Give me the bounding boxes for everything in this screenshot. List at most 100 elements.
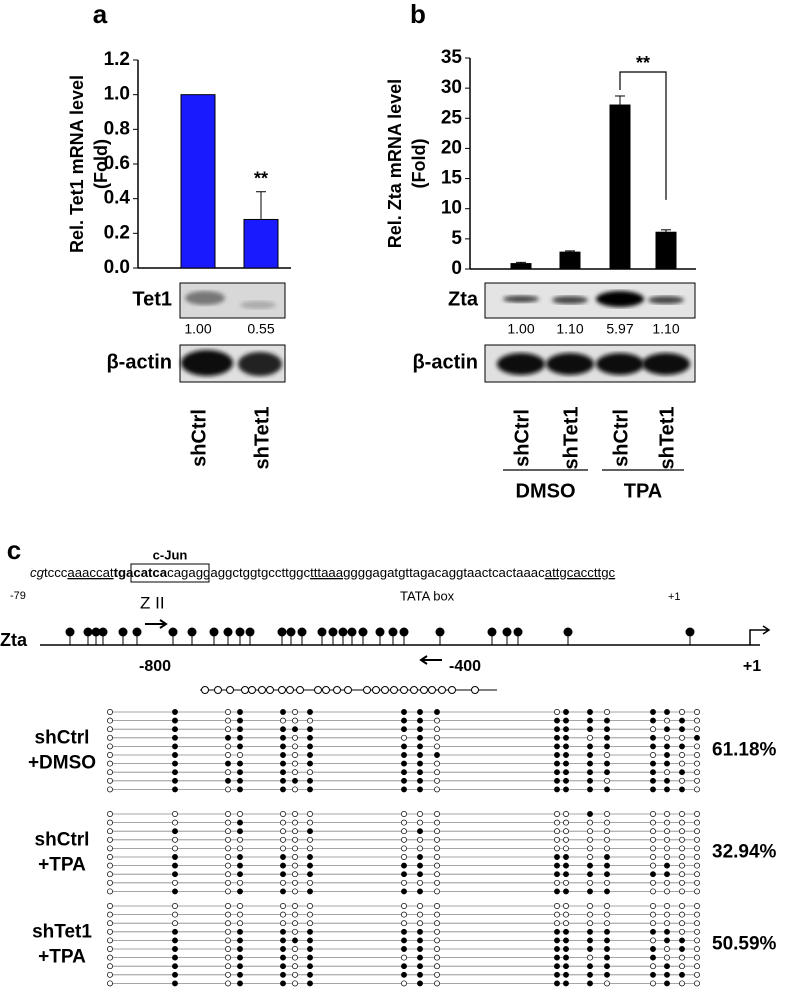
unmethylated-cpg bbox=[225, 769, 231, 776]
cpg-lollipop bbox=[563, 627, 573, 637]
methylated-cpg bbox=[563, 971, 569, 978]
methylated-cpg bbox=[650, 946, 656, 952]
methylated-cpg bbox=[587, 709, 593, 715]
unmethylated-cpg bbox=[587, 828, 593, 835]
methylated-cpg bbox=[554, 871, 560, 878]
cpg-lollipop bbox=[83, 627, 93, 637]
unmethylated-cpg bbox=[554, 709, 560, 715]
unmethylated-cpg bbox=[554, 845, 560, 852]
unmethylated-cpg bbox=[679, 888, 685, 895]
unmethylated-cpg bbox=[107, 811, 113, 817]
methylated-cpg bbox=[563, 752, 569, 758]
unmethylated-cpg bbox=[664, 888, 670, 895]
unmethylated-cpg bbox=[694, 963, 700, 970]
unmethylated-cpg bbox=[107, 963, 113, 970]
methylated-cpg bbox=[664, 752, 670, 758]
unmethylated-cpg bbox=[694, 845, 700, 852]
panel-label: b bbox=[410, 0, 426, 29]
unmethylated-cpg bbox=[172, 879, 178, 886]
unmethylated-cpg bbox=[225, 717, 231, 724]
sequence-part: cg bbox=[30, 565, 45, 580]
unmethylated-cpg bbox=[434, 828, 440, 835]
methylated-cpg bbox=[587, 963, 593, 970]
unmethylated-cpg bbox=[664, 734, 670, 741]
methylated-cpg bbox=[417, 928, 423, 935]
amplicon-cpg bbox=[410, 686, 418, 694]
methylated-cpg bbox=[664, 980, 670, 987]
methylated-cpg bbox=[604, 971, 610, 978]
unmethylated-cpg bbox=[417, 911, 423, 918]
unmethylated-cpg bbox=[554, 828, 560, 835]
methylated-cpg bbox=[172, 726, 178, 733]
unmethylated-cpg bbox=[664, 854, 670, 860]
methylated-cpg bbox=[679, 786, 685, 793]
methylated-cpg bbox=[280, 769, 286, 776]
unmethylated-cpg bbox=[172, 920, 178, 927]
methylated-cpg bbox=[237, 777, 243, 784]
unmethylated-cpg bbox=[694, 760, 700, 767]
cpg-lollipop bbox=[487, 627, 497, 637]
cpg-lollipop bbox=[328, 627, 338, 637]
methylated-cpg bbox=[563, 709, 569, 715]
amplicon-cpg bbox=[314, 686, 322, 694]
unmethylated-cpg bbox=[434, 937, 440, 944]
unmethylated-cpg bbox=[679, 811, 685, 817]
unmethylated-cpg bbox=[694, 854, 700, 860]
methylated-cpg bbox=[604, 734, 610, 741]
unmethylated-cpg bbox=[107, 980, 113, 987]
unmethylated-cpg bbox=[237, 920, 243, 927]
methylated-cpg bbox=[237, 888, 243, 895]
unmethylated-cpg bbox=[679, 879, 685, 886]
bar bbox=[180, 94, 216, 269]
unmethylated-cpg bbox=[434, 980, 440, 987]
unmethylated-cpg bbox=[292, 954, 298, 961]
blot-quant: 0.55 bbox=[247, 321, 274, 337]
amplicon-cpg bbox=[381, 686, 389, 694]
unmethylated-cpg bbox=[307, 811, 313, 817]
unmethylated-cpg bbox=[292, 743, 298, 750]
unmethylated-cpg bbox=[292, 760, 298, 767]
unmethylated-cpg bbox=[172, 811, 178, 817]
amplicon-cpg bbox=[471, 686, 479, 694]
amplicon-cpg bbox=[241, 686, 249, 694]
unmethylated-cpg bbox=[237, 903, 243, 909]
unmethylated-cpg bbox=[107, 845, 113, 852]
cpg-lollipop bbox=[91, 627, 101, 637]
amplicon-cpg bbox=[266, 686, 274, 694]
unmethylated-cpg bbox=[280, 845, 286, 852]
unmethylated-cpg bbox=[292, 717, 298, 724]
map-tick-label: -800 bbox=[139, 658, 171, 675]
methylated-cpg bbox=[664, 786, 670, 793]
cpg-lollipop bbox=[132, 627, 142, 637]
methylated-cpg bbox=[307, 726, 313, 733]
cpg-lollipop bbox=[347, 627, 357, 637]
unmethylated-cpg bbox=[554, 920, 560, 927]
unmethylated-cpg bbox=[172, 903, 178, 909]
unmethylated-cpg bbox=[434, 862, 440, 869]
unmethylated-cpg bbox=[694, 811, 700, 817]
unmethylated-cpg bbox=[694, 726, 700, 733]
methylated-cpg bbox=[417, 709, 423, 715]
methylated-cpg bbox=[650, 743, 656, 750]
methylated-cpg bbox=[172, 888, 178, 895]
methylation-percent: 61.18% bbox=[712, 740, 777, 761]
methylated-cpg bbox=[172, 828, 178, 835]
unmethylated-cpg bbox=[280, 911, 286, 918]
methylated-cpg bbox=[237, 963, 243, 970]
methylated-cpg bbox=[401, 726, 407, 733]
unmethylated-cpg bbox=[679, 980, 685, 987]
amplicon-cpg bbox=[286, 686, 294, 694]
cpg-lollipop bbox=[358, 627, 368, 637]
methylated-cpg bbox=[237, 819, 243, 826]
unmethylated-cpg bbox=[604, 811, 610, 817]
unmethylated-cpg bbox=[604, 777, 610, 784]
unmethylated-cpg bbox=[225, 920, 231, 927]
methylated-cpg bbox=[172, 971, 178, 978]
methylated-cpg bbox=[554, 777, 560, 784]
unmethylated-cpg bbox=[401, 828, 407, 835]
unmethylated-cpg bbox=[225, 954, 231, 961]
sequence-part: attgcaccttgc bbox=[545, 565, 616, 580]
unmethylated-cpg bbox=[401, 980, 407, 987]
methylated-cpg bbox=[237, 971, 243, 978]
unmethylated-cpg bbox=[225, 888, 231, 895]
